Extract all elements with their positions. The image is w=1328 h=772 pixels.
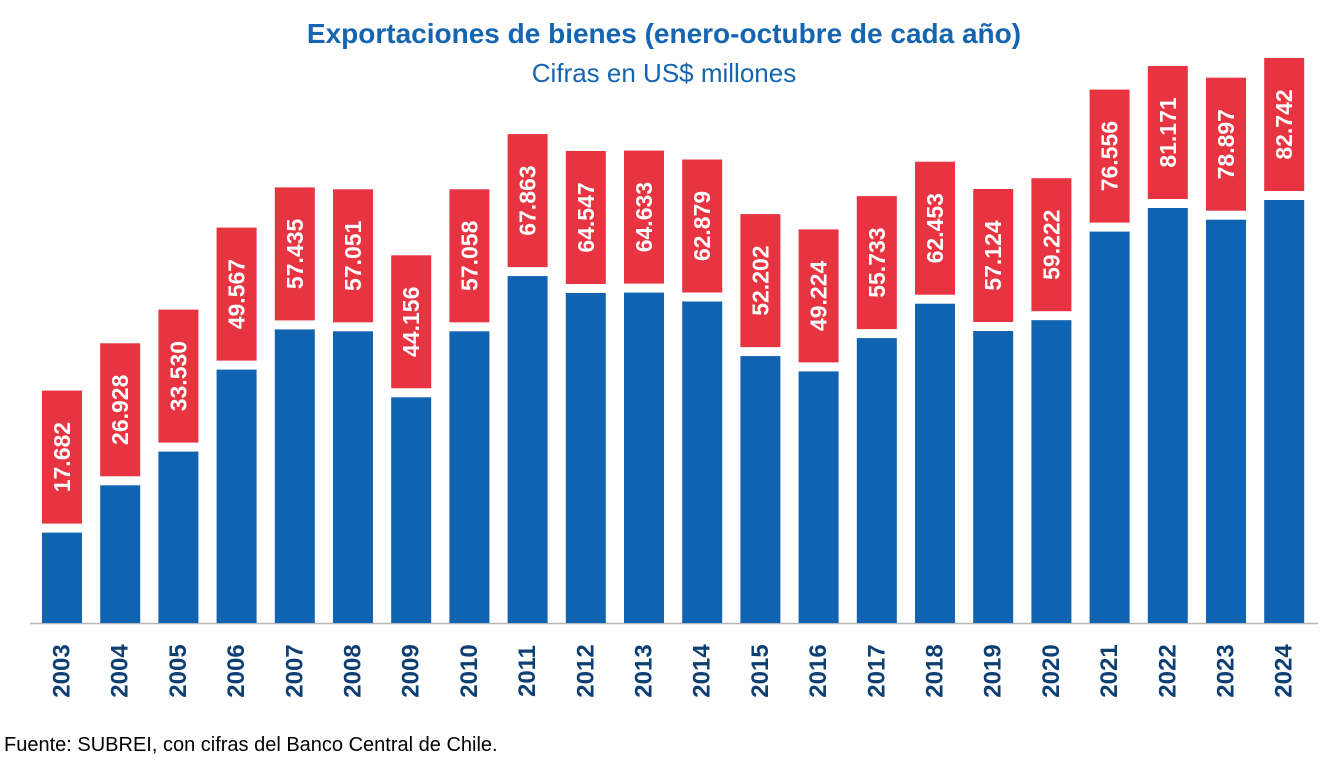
x-tick-label: 2005	[165, 644, 192, 697]
bar-2023	[1206, 219, 1246, 623]
x-tick-label: 2004	[107, 644, 134, 698]
x-tick-label: 2017	[863, 644, 890, 697]
bar-2003	[42, 532, 82, 623]
data-label: 49.224	[806, 261, 832, 332]
x-tick-label: 2006	[223, 644, 250, 697]
bar-2007	[274, 329, 315, 623]
data-label-box	[391, 255, 432, 389]
data-label-box	[915, 161, 955, 295]
data-label-box	[798, 229, 839, 363]
data-label: 64.547	[573, 182, 599, 252]
bar-2021	[1089, 231, 1130, 623]
bar-2016	[798, 371, 839, 623]
x-tick-label: 2018	[922, 644, 949, 697]
data-label: 59.222	[1038, 210, 1064, 280]
x-tick-label: 2010	[456, 644, 483, 697]
x-tick-label: 2023	[1213, 644, 1240, 697]
data-label: 76.556	[1097, 121, 1123, 191]
bar-2015	[740, 356, 781, 623]
data-label-box	[565, 151, 606, 284]
x-tick-label: 2024	[1271, 644, 1298, 698]
data-label-box	[158, 309, 199, 443]
data-label: 57.051	[340, 220, 366, 291]
data-label-box	[274, 187, 315, 321]
data-label-box	[1031, 178, 1072, 312]
data-label-box	[507, 134, 548, 268]
x-tick-label: 2014	[689, 644, 716, 698]
data-label-box	[449, 189, 490, 323]
bar-2022	[1147, 208, 1188, 623]
data-label-box	[856, 196, 897, 330]
data-label: 33.530	[165, 341, 191, 411]
data-label-box	[624, 150, 664, 284]
data-label: 17.682	[49, 422, 75, 492]
bar-chart: 17.682 2003 26.928 2004 33.530 2005 49.567 2006…	[30, 58, 1318, 698]
data-label-box	[1264, 58, 1305, 191]
x-tick-label: 2021	[1096, 644, 1123, 697]
bar-2017	[856, 338, 897, 623]
data-label-box	[100, 343, 141, 477]
x-tick-label: 2003	[49, 644, 76, 697]
x-tick-label: 2019	[980, 644, 1007, 697]
data-label-box	[1206, 77, 1246, 211]
bar-2012	[565, 293, 606, 623]
data-label: 62.879	[689, 191, 715, 261]
x-tick-label: 2022	[1154, 644, 1181, 697]
data-label: 78.897	[1213, 109, 1239, 179]
data-label-box	[973, 189, 1014, 322]
data-label-box	[1089, 89, 1130, 223]
data-label: 57.435	[282, 219, 308, 290]
bar-2014	[682, 301, 723, 623]
bar-2024	[1264, 200, 1305, 623]
data-label: 26.928	[107, 374, 133, 445]
bar-2008	[333, 331, 373, 623]
data-label-box	[42, 390, 82, 524]
data-label-box	[333, 189, 373, 323]
data-label: 81.171	[1155, 97, 1181, 168]
bar-2006	[216, 369, 257, 623]
x-tick-label: 2007	[281, 644, 308, 697]
chart-subtitle: Cifras en US$ millones	[531, 58, 797, 88]
bar-2020	[1031, 320, 1072, 623]
x-tick-label: 2008	[340, 644, 367, 697]
bar-2011	[507, 276, 548, 623]
bar-2013	[624, 292, 664, 623]
x-tick-label: 2020	[1038, 644, 1065, 697]
bar-2019	[973, 331, 1014, 623]
x-tick-label: 2009	[398, 644, 425, 697]
chart-title: Exportaciones de bienes (enero-octubre d…	[306, 18, 1022, 49]
x-tick-label: 2015	[747, 644, 774, 697]
data-label-box	[216, 227, 257, 361]
data-label: 57.058	[456, 220, 482, 291]
data-label-box	[682, 159, 723, 293]
data-label: 82.742	[1271, 89, 1297, 159]
data-label: 49.567	[224, 259, 250, 329]
bar-2005	[158, 451, 199, 623]
data-label: 57.124	[980, 220, 1006, 291]
x-tick-label: 2011	[514, 645, 541, 697]
data-label: 64.633	[631, 182, 657, 252]
bar-2018	[915, 303, 955, 623]
data-label: 55.733	[864, 227, 890, 297]
data-label: 44.156	[398, 287, 424, 357]
bar-2004	[100, 485, 141, 623]
data-label-box	[740, 214, 781, 348]
bar-2009	[391, 397, 432, 623]
data-label: 62.453	[922, 193, 948, 263]
x-tick-label: 2013	[631, 644, 658, 697]
bar-2010	[449, 331, 490, 623]
x-tick-label: 2016	[805, 644, 832, 697]
source-note: Fuente: SUBREI, con cifras del Banco Cen…	[4, 734, 498, 756]
data-label-box	[1147, 66, 1188, 199]
x-tick-label: 2012	[572, 644, 599, 697]
data-label: 52.202	[747, 245, 773, 315]
data-label: 67.863	[515, 165, 541, 235]
